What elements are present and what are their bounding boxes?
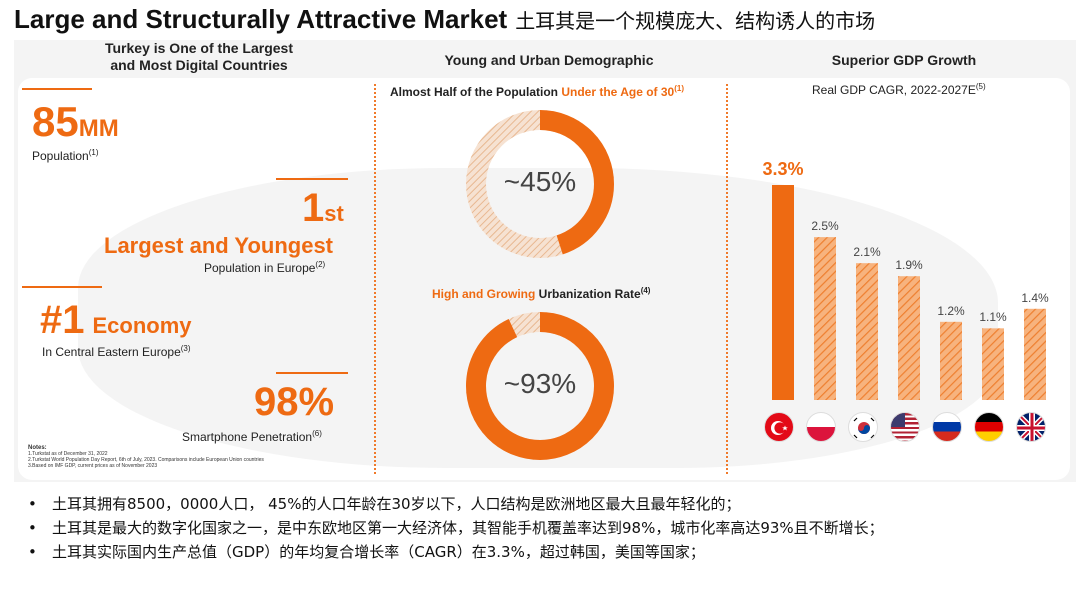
gdp-subtitle: Real GDP CAGR, 2022-2027E(5) <box>812 82 986 97</box>
slide-panel: Turkey is One of the Largest and Most Di… <box>14 40 1076 482</box>
stat3-note: (3) <box>180 344 191 353</box>
bar-poland <box>814 237 836 400</box>
stat2-number: 1 <box>302 186 325 230</box>
donut2-note: (4) <box>640 286 651 295</box>
donut2-title-plain: Urbanization Rate <box>535 287 641 301</box>
russia-flag-icon <box>932 412 962 442</box>
stat2-suffix: st <box>324 201 344 226</box>
stat4-rule <box>276 372 348 374</box>
stat1-value: 85MM <box>32 98 119 146</box>
bar-russia <box>940 321 962 400</box>
footnotes: Notes: 1.Turkstat as of December 31, 202… <box>28 445 264 469</box>
donut1-title-highlight: Under the Age of 30 <box>561 85 675 99</box>
bar-value-label: 1.9% <box>895 258 923 273</box>
stat1-label-text: Population <box>32 149 89 163</box>
bar-south-korea <box>856 263 878 400</box>
stat1-note: (1) <box>88 148 99 157</box>
stat2-value: 1st <box>302 186 344 231</box>
page-title: Large and Structurally Attractive Market… <box>14 4 875 35</box>
footnote-3: 3.Based on IMF GDP, current prices as of… <box>28 463 158 469</box>
gdp-bar-chart <box>772 185 1046 400</box>
stat3-number: #1 <box>40 298 85 342</box>
donut1-arc <box>466 110 614 258</box>
south-korea-flag-icon <box>848 412 878 442</box>
stat2-label-text: Population in Europe <box>204 261 316 275</box>
bullet-item: 土耳其拥有8500，0000人口， 45%的人口年龄在30岁以下，人口结构是欧洲… <box>28 492 1068 516</box>
middle-column-heading: Young and Urban Demographic <box>444 52 654 68</box>
stat1-label: Population(1) <box>32 148 99 163</box>
stat3-value: #1 Economy <box>40 298 192 343</box>
gdp-subtitle-text: Real GDP CAGR, 2022-2027E <box>812 83 976 97</box>
stat2-rule <box>276 178 348 180</box>
bar-value-label: 2.5% <box>811 219 839 234</box>
turkey-flag-icon <box>764 412 794 442</box>
stat4-label: Smartphone Penetration(6) <box>182 429 322 444</box>
stat3-label-text: In Central Eastern Europe <box>42 345 181 359</box>
bar-germany <box>982 328 1004 400</box>
bar-value-label: 1.2% <box>937 303 965 318</box>
stat1-number: 85 <box>32 98 79 145</box>
donut1-note: (1) <box>674 84 685 93</box>
donut2-chart <box>466 312 614 460</box>
germany-flag-icon <box>974 412 1004 442</box>
donut2-label: ~93% <box>503 368 577 399</box>
stat2-headline: Largest and Youngest <box>104 233 334 258</box>
column-divider-left <box>374 84 376 474</box>
donut1-title: Almost Half of the Population Under the … <box>390 84 684 99</box>
footnote-1: 1.Turkstat as of December 31, 2022 <box>28 451 108 457</box>
left-column-heading: Turkey is One of the Largest and Most Di… <box>74 40 324 74</box>
stat1-rule <box>22 88 92 90</box>
bar-value-label: 1.4% <box>1021 290 1049 305</box>
bar-value-label: 3.3% <box>762 159 804 179</box>
stat4-value: 98% <box>254 380 335 424</box>
bar-united-states <box>898 276 920 400</box>
bar-united-kingdom <box>1024 308 1046 400</box>
stat4-note: (6) <box>312 429 322 438</box>
stat2-label: Population in Europe(2) <box>204 260 325 275</box>
stat3-rule <box>22 286 102 288</box>
usa-flag-icon <box>890 412 920 442</box>
bar-turkey <box>772 185 794 400</box>
stat4-label-text: Smartphone Penetration <box>182 430 313 444</box>
donut2-arc <box>466 312 614 460</box>
donut2-title-highlight: High and Growing <box>432 287 536 301</box>
stat1-unit: MM <box>78 115 119 142</box>
stat3-label: In Central Eastern Europe(3) <box>42 344 191 359</box>
bullet-item: 土耳其是最大的数字化国家之一，是中东欧地区第一大经济体，其智能手机覆盖率达到98… <box>28 516 1068 540</box>
donut2-title: High and Growing Urbanization Rate(4) <box>432 286 650 301</box>
bar-value-label: 1.1% <box>979 310 1007 325</box>
stat3-headline: Economy <box>92 313 192 338</box>
summary-bullets: 土耳其拥有8500，0000人口， 45%的人口年龄在30岁以下，人口结构是欧洲… <box>28 492 1068 564</box>
donut1-label: ~45% <box>503 166 577 197</box>
poland-flag-icon <box>806 412 836 442</box>
uk-flag-icon <box>1016 412 1046 442</box>
left-heading-line2: and Most Digital Countries <box>110 57 288 73</box>
notes-title: Notes: <box>28 445 47 451</box>
column-divider-right <box>726 84 728 474</box>
bar-value-label: 2.1% <box>853 245 881 260</box>
title-en: Large and Structurally Attractive Market <box>14 4 508 34</box>
title-cn: 土耳其是一个规模庞大、结构诱人的市场 <box>515 9 876 33</box>
footnote-2: 2.Turkstat World Population Day Report, … <box>28 457 264 463</box>
bullet-item: 土耳其实际国内生产总值（GDP）的年均复合增长率（CAGR）在3.3%，超过韩国… <box>28 540 1068 564</box>
right-column-heading: Superior GDP Growth <box>831 52 977 68</box>
stat2-note: (2) <box>315 260 326 269</box>
donut1-chart <box>466 110 614 258</box>
left-heading-line1: Turkey is One of the Largest <box>104 40 293 56</box>
donut1-title-plain: Almost Half of the Population <box>390 85 562 99</box>
gdp-subtitle-note: (5) <box>975 82 986 91</box>
